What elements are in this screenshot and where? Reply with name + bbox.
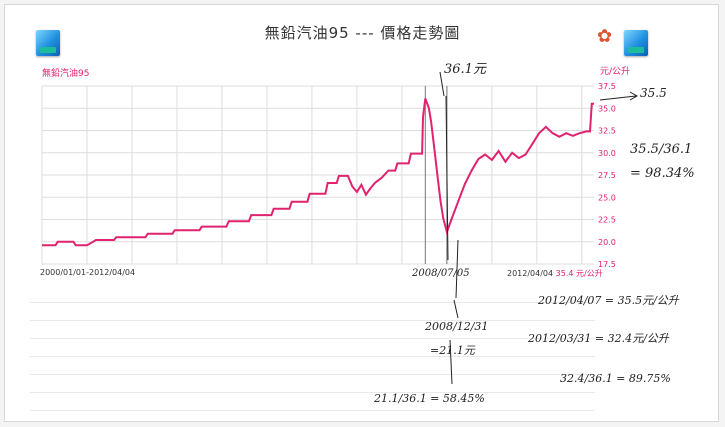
series-label: 無鉛汽油95 <box>42 69 90 79</box>
peak-vertical-stroke <box>445 95 449 261</box>
y-tick-label: 37.5 <box>598 82 616 91</box>
unit-label: 元/公升 <box>600 67 631 77</box>
current-price-note: 2012/04/07 = 35.5元/公升 <box>538 294 679 307</box>
table-row <box>30 393 595 411</box>
peak-date-note: 2008/07/05 <box>412 268 470 279</box>
y-tick-label: 35.0 <box>598 104 616 113</box>
y-axis-ticks: 17.5 20.0 22.5 25.0 27.5 30.0 32.5 35.0 37.5 <box>598 82 616 269</box>
latest-arrow-stroke <box>599 91 639 101</box>
peak-value-note: 36.1元 <box>444 62 486 77</box>
prev-price-note: 2012/03/31 = 32.4元/公升 <box>528 332 669 345</box>
y-tick-label: 25.0 <box>598 193 616 202</box>
ratio-fraction-note: 35.5/36.1 <box>630 142 693 157</box>
price-series-line <box>42 98 594 247</box>
table-row <box>30 339 595 357</box>
left-app-icon[interactable] <box>36 30 60 56</box>
trough-date-note: 2008/12/31 <box>425 320 489 333</box>
chart-title: 無鉛汽油95 --- 價格走勢圖 <box>264 24 461 42</box>
table-row <box>30 285 595 303</box>
right-app-icon[interactable] <box>624 30 648 56</box>
trough-vertical-stroke <box>455 239 459 299</box>
flower-icon[interactable]: ✿ <box>597 26 613 47</box>
latest-value-note: 35.5 <box>640 86 667 100</box>
prev-ratio-note: 32.4/36.1 = 89.75% <box>560 372 671 385</box>
y-tick-label: 20.0 <box>598 238 616 247</box>
y-tick-label: 27.5 <box>598 171 616 180</box>
y-tick-label: 32.5 <box>598 127 616 136</box>
trough-down-stroke <box>449 339 453 385</box>
y-tick-label: 30.0 <box>598 149 616 158</box>
date-range-left: 2000/01/01-2012/04/04 <box>40 268 136 277</box>
trough-ratio-note: 21.1/36.1 = 58.45% <box>374 392 485 405</box>
chart-window <box>4 4 719 422</box>
trough-value-note: =21.1元 <box>430 344 475 357</box>
trough-arrow-stroke <box>453 299 459 319</box>
date-range-right-price: 35.4 元/公升 <box>555 269 603 278</box>
date-range-right-prefix: 2012/04/04 <box>507 269 554 278</box>
y-tick-label: 17.5 <box>598 260 616 269</box>
chart-grid <box>41 85 594 265</box>
ratio-result-note: = 98.34% <box>630 166 695 181</box>
table-row <box>30 321 595 339</box>
table-row <box>30 303 595 321</box>
faint-background-table <box>30 285 595 411</box>
y-tick-label: 22.5 <box>598 216 616 225</box>
table-row <box>30 357 595 375</box>
date-range-right: 2012/04/04 35.4 元/公升 <box>507 268 603 279</box>
handwritten-strokes <box>439 71 639 385</box>
peak-pointer-stroke <box>439 71 445 97</box>
table-row <box>30 375 595 393</box>
